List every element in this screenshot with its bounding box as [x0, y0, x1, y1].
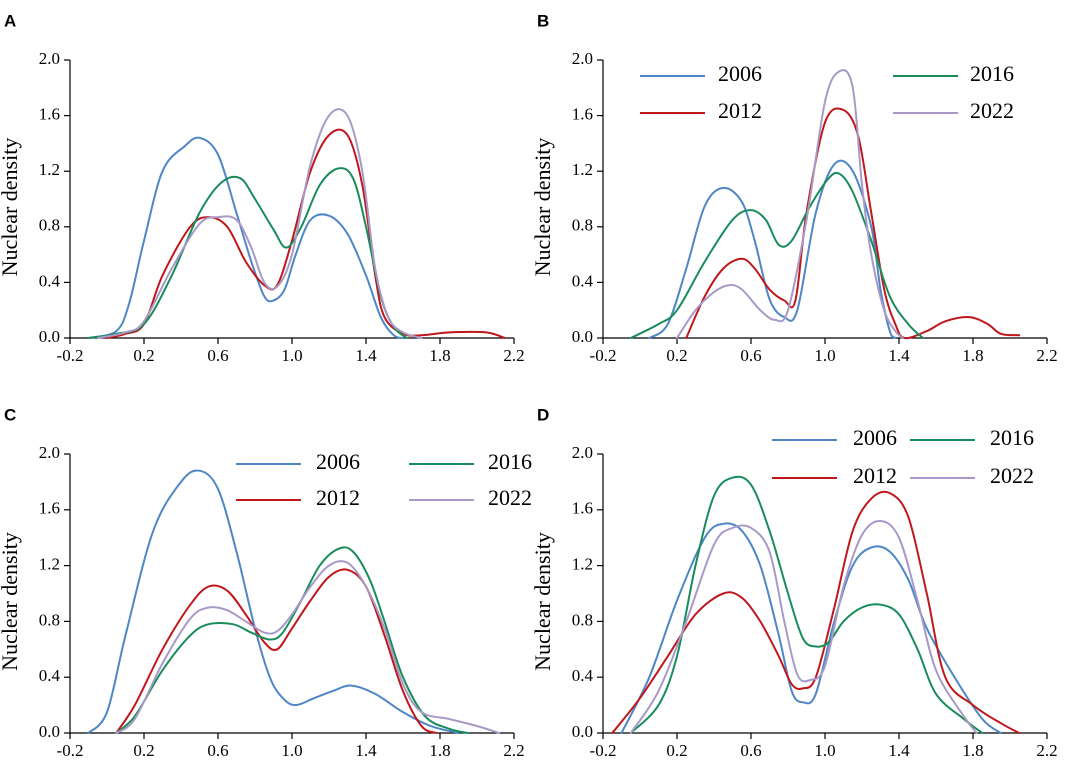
series-line-2022 — [115, 560, 501, 734]
y-tick-label: 0.8 — [39, 610, 60, 629]
series-line-2006 — [87, 136, 404, 339]
x-tick-label: 2.2 — [503, 741, 524, 760]
legend-label-2006: 2006 — [718, 61, 762, 86]
y-axis-title: Nuclear density — [530, 532, 555, 671]
series-line-2016 — [629, 171, 924, 339]
series-line-2016 — [87, 167, 408, 339]
series-line-2012 — [685, 107, 1021, 340]
y-tick-label: 0.8 — [572, 610, 593, 629]
x-tick-label: 0.2 — [666, 346, 687, 365]
x-tick-label: 1.0 — [814, 741, 835, 760]
series-line-2012 — [115, 568, 438, 734]
y-tick-label: 1.2 — [572, 555, 593, 574]
x-tick-label: 1.4 — [355, 741, 377, 760]
x-tick-label: 2.2 — [503, 346, 524, 365]
y-tick-label: 2.0 — [39, 49, 60, 68]
x-tick-label: 0.2 — [133, 346, 154, 365]
y-tick-label: 2.0 — [572, 443, 593, 462]
x-tick-label: 1.8 — [429, 346, 450, 365]
x-tick-label: -0.2 — [57, 741, 84, 760]
panel-b: B 0.0 0.4 0.8 1.2 1.6 2.0 -0.2 0.2 0.6 1.0 1.4 1.8 2.… — [530, 11, 1058, 364]
x-tick-label: 0.2 — [133, 741, 154, 760]
panel-letter-d: D — [537, 405, 549, 424]
y-tick-label: 2.0 — [39, 443, 60, 462]
legend-label-2016: 2016 — [990, 425, 1034, 450]
y-tick-label: 1.6 — [39, 499, 60, 518]
x-tick-label: 1.0 — [281, 741, 302, 760]
legend-label-2006: 2006 — [853, 425, 897, 450]
series-line-2012 — [611, 490, 1021, 734]
y-tick-label: 0.4 — [39, 271, 61, 290]
x-tick-label: 1.0 — [814, 346, 835, 365]
panel-c: C 0.0 0.4 0.8 1.2 1.6 2.0 -0.2 0.2 0.6 1.0 1.4 1.8 2.… — [0, 405, 532, 759]
x-tick-label: -0.2 — [57, 346, 84, 365]
series-line-2022 — [629, 519, 978, 734]
y-axis-title: Nuclear density — [530, 138, 555, 277]
x-tick-label: 0.6 — [740, 346, 761, 365]
legend-label-2006: 2006 — [316, 449, 360, 474]
y-tick-label: 1.6 — [39, 105, 60, 124]
x-tick-label: 0.6 — [207, 346, 228, 365]
legend-label-2016: 2016 — [970, 61, 1014, 86]
x-tick-label: 1.8 — [962, 741, 983, 760]
x-tick-label: 1.4 — [888, 346, 910, 365]
legend: 2006 2012 2016 2022 — [640, 61, 1014, 123]
x-tick-label: -0.2 — [590, 741, 617, 760]
x-tick-label: 2.2 — [1036, 741, 1057, 760]
y-axis-title: Nuclear density — [0, 532, 22, 671]
legend-label-2016: 2016 — [488, 449, 532, 474]
legend-label-2022: 2022 — [970, 98, 1014, 123]
legend-label-2022: 2022 — [488, 485, 532, 510]
series-line-2012 — [106, 128, 506, 339]
y-tick-label: 0.0 — [572, 722, 593, 741]
y-tick-label: 0.0 — [39, 327, 60, 346]
x-tick-label: 2.2 — [1036, 346, 1057, 365]
x-tick-label: 0.6 — [740, 741, 761, 760]
x-tick-label: -0.2 — [590, 346, 617, 365]
y-tick-label: 0.8 — [572, 216, 593, 235]
y-tick-label: 1.6 — [572, 499, 593, 518]
y-tick-label: 0.4 — [572, 271, 594, 290]
x-tick-label: 0.6 — [207, 741, 228, 760]
x-tick-label: 1.4 — [355, 346, 377, 365]
series-line-2022 — [676, 69, 904, 339]
legend: 2006 2012 2016 2022 — [236, 449, 532, 510]
y-tick-label: 0.4 — [572, 666, 594, 685]
x-tick-label: 1.8 — [429, 741, 450, 760]
x-tick-label: 1.0 — [281, 346, 302, 365]
series-line-2006 — [620, 522, 1002, 734]
y-tick-label: 0.0 — [572, 327, 593, 346]
legend-label-2022: 2022 — [990, 463, 1034, 488]
y-axis-title: Nuclear density — [0, 138, 22, 277]
y-tick-label: 1.6 — [572, 105, 593, 124]
y-tick-label: 1.2 — [39, 555, 60, 574]
panel-letter-c: C — [4, 405, 16, 424]
panel-letter-b: B — [537, 11, 549, 30]
y-tick-label: 2.0 — [572, 49, 593, 68]
series-line-2016 — [629, 475, 984, 734]
panel-a: A 0.0 0.4 0.8 1.2 1.6 2.0 -0.2 0.2 0.6 1.0 1.4 1.8 2.… — [0, 11, 525, 364]
panel-letter-a: A — [4, 11, 16, 30]
x-tick-label: 1.8 — [962, 346, 983, 365]
legend: 2006 2012 2016 2022 — [772, 425, 1034, 488]
series-line-2022 — [96, 108, 423, 339]
y-tick-label: 0.0 — [39, 722, 60, 741]
legend-label-2012: 2012 — [316, 485, 360, 510]
series-line-2006 — [648, 159, 897, 339]
y-tick-label: 0.8 — [39, 216, 60, 235]
legend-label-2012: 2012 — [718, 98, 762, 123]
panel-d: D 0.0 0.4 0.8 1.2 1.6 2.0 -0.2 0.2 0.6 1.0 1.4 1.8 2.… — [530, 405, 1058, 759]
series-line-2006 — [87, 469, 460, 734]
x-tick-label: 1.4 — [888, 741, 910, 760]
x-tick-label: 0.2 — [666, 741, 687, 760]
y-tick-label: 0.4 — [39, 666, 61, 685]
y-tick-label: 1.2 — [572, 160, 593, 179]
y-tick-label: 1.2 — [39, 160, 60, 179]
legend-label-2012: 2012 — [853, 463, 897, 488]
